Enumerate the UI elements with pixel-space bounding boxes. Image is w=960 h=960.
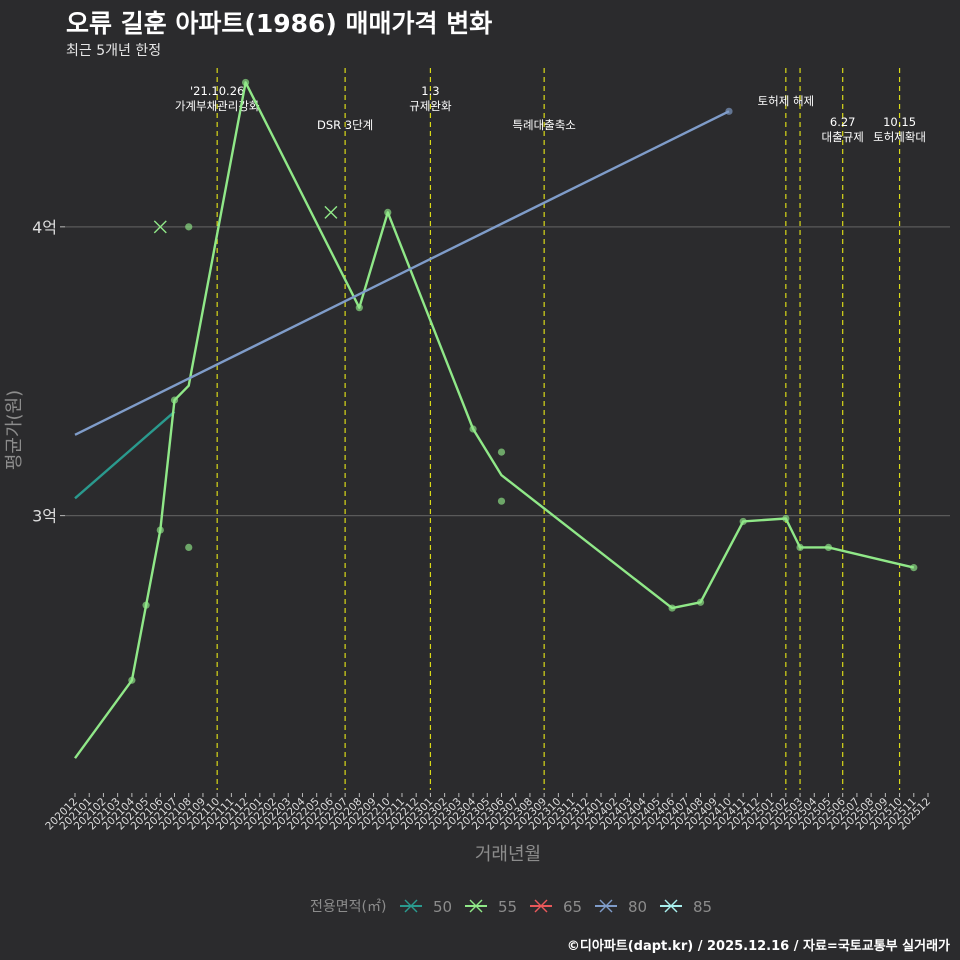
x-axis-title: 거래년월 — [475, 844, 541, 865]
series-55-point — [910, 564, 918, 572]
series-55-cross-marker — [153, 220, 167, 234]
event-label: 10.15 토허제확대 — [873, 115, 926, 144]
legend-entry-85: 85 — [660, 898, 712, 916]
y-tick-label: 3억 — [32, 507, 57, 526]
series-55-point — [782, 514, 790, 523]
event-label: 토허제 해제 — [758, 94, 815, 108]
legend-label: 65 — [563, 898, 582, 916]
series-55-point — [355, 304, 363, 312]
legend-entry-80: 80 — [595, 898, 647, 916]
series-55-point — [242, 78, 250, 87]
event-label: 1.3 규제완화 — [409, 84, 452, 113]
series-55-point — [156, 526, 164, 534]
series-55-point — [739, 517, 747, 526]
event-label: 6.27 대출규제 — [822, 115, 864, 144]
source-caption: ©디아파트(dapt.kr) / 2025.12.16 / 자료=국토교통부 실… — [566, 939, 950, 954]
legend-label: 85 — [693, 898, 712, 916]
event-label: 특례대출축소 — [512, 118, 575, 132]
series-55-point — [668, 604, 676, 612]
series-80-trend-line — [74, 110, 730, 436]
series-50-trend-line — [74, 410, 176, 500]
series-55-point — [128, 676, 136, 684]
cross-stroke — [153, 220, 167, 234]
series-55-point — [796, 543, 804, 552]
legend-label: 55 — [498, 898, 517, 916]
legend-label: 50 — [433, 898, 452, 916]
series-55-point — [384, 208, 392, 216]
legend-key-cross — [534, 899, 548, 913]
series-55-point — [469, 425, 477, 433]
chart-title: 오류 길훈 아파트(1986) 매매가격 변화 — [66, 9, 493, 38]
series-55-point — [185, 223, 193, 231]
series-55-point — [696, 598, 705, 606]
legend: 전용면적(㎡) 50 55 65 80 85 — [310, 898, 712, 916]
series-layer — [74, 78, 918, 759]
series-55-point — [142, 601, 150, 609]
legend-title: 전용면적(㎡) — [310, 899, 386, 915]
y-tick-label: 4억 — [32, 218, 57, 237]
series-55-line — [74, 81, 915, 759]
x-axis: 2020122021012021022021032021042021052021… — [43, 793, 933, 865]
series-55-point — [497, 497, 506, 505]
legend-key-cross — [404, 899, 418, 913]
legend-entry-50: 50 — [400, 898, 452, 916]
chart-subtitle: 최근 5개년 한정 — [66, 43, 162, 59]
y-axis-title: 평균가(원) — [4, 390, 25, 470]
series-80-point — [725, 107, 733, 115]
event-label: DSR 3단계 — [317, 118, 373, 132]
series-55-point — [185, 543, 193, 552]
event-label: '21.10.26 가계부채관리강화 — [175, 84, 260, 113]
legend-key-cross — [664, 899, 678, 913]
series-55-point — [497, 448, 506, 456]
legend-label: 80 — [628, 898, 647, 916]
grid-layer — [65, 226, 950, 517]
series-55-cross-marker — [324, 205, 338, 219]
legend-key-cross — [599, 899, 613, 913]
legend-entry-55: 55 — [465, 898, 517, 916]
legend-key-cross — [469, 899, 483, 913]
series-55-point — [824, 543, 833, 552]
legend-entry-65: 65 — [530, 898, 582, 916]
series-55-point — [170, 396, 179, 404]
cross-stroke — [324, 205, 338, 219]
